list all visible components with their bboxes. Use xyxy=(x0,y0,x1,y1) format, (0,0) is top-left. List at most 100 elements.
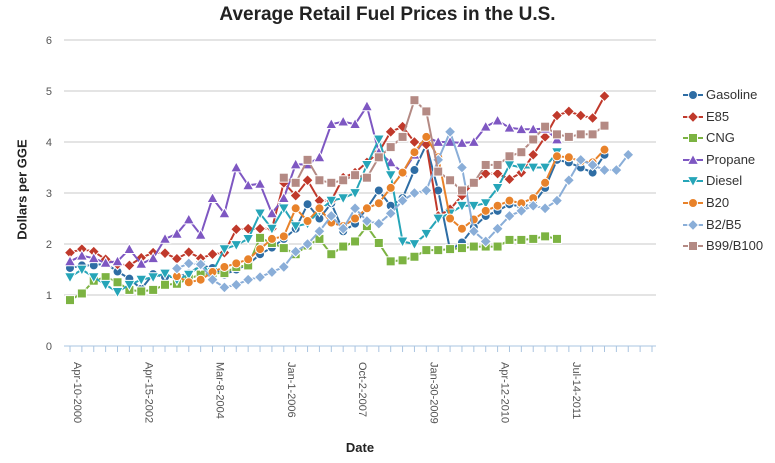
data-point xyxy=(277,260,291,274)
data-point xyxy=(123,259,136,272)
data-point xyxy=(350,236,361,247)
data-point xyxy=(563,131,574,142)
data-point xyxy=(686,110,700,123)
data-point xyxy=(372,217,386,230)
data-point xyxy=(562,105,576,118)
data-point xyxy=(409,251,420,262)
data-point xyxy=(134,257,148,269)
data-point xyxy=(123,242,136,254)
legend-swatch xyxy=(683,110,703,123)
data-point xyxy=(278,172,289,183)
data-point xyxy=(409,147,420,158)
data-point xyxy=(540,231,551,242)
data-point xyxy=(241,234,255,246)
data-point xyxy=(338,241,349,252)
data-point xyxy=(688,197,698,208)
data-point xyxy=(360,99,374,112)
legend-swatch xyxy=(683,176,703,188)
data-point xyxy=(112,277,123,288)
data-point xyxy=(599,120,610,131)
data-point xyxy=(170,227,184,239)
data-point xyxy=(231,258,242,269)
data-point xyxy=(563,152,574,163)
data-point xyxy=(586,111,599,125)
data-point xyxy=(491,114,504,126)
data-point xyxy=(514,162,528,175)
y-tick-label: 5 xyxy=(46,86,52,98)
data-point xyxy=(455,161,469,174)
legend-swatch xyxy=(683,90,703,100)
data-point xyxy=(550,194,564,207)
data-point xyxy=(87,272,101,284)
data-point xyxy=(467,135,481,147)
data-point xyxy=(219,261,230,272)
data-point xyxy=(599,144,610,155)
legend-swatch xyxy=(683,197,703,208)
data-point xyxy=(146,251,160,264)
data-point xyxy=(182,212,196,225)
data-point xyxy=(455,200,469,213)
data-point xyxy=(598,163,611,177)
data-point xyxy=(491,167,504,180)
data-point xyxy=(445,213,456,224)
data-point xyxy=(373,185,384,196)
data-point xyxy=(336,115,350,127)
data-point xyxy=(87,251,101,264)
data-point xyxy=(324,117,338,130)
data-point xyxy=(373,198,384,209)
data-point xyxy=(686,153,700,165)
data-point xyxy=(514,122,528,135)
series-b20 xyxy=(171,131,610,288)
x-tick-label: Apr-12-2010 xyxy=(499,362,511,423)
data-point xyxy=(480,205,491,216)
data-point xyxy=(528,233,539,244)
data-point xyxy=(75,264,89,277)
series-b99-b100 xyxy=(278,95,610,196)
data-point xyxy=(550,109,564,122)
chart-title: Average Retail Fuel Prices in the U.S. xyxy=(219,4,556,25)
data-point xyxy=(688,90,698,100)
data-point xyxy=(361,172,372,183)
data-point xyxy=(598,89,611,103)
data-point xyxy=(538,202,552,215)
data-point xyxy=(265,206,279,219)
data-point xyxy=(148,284,159,295)
data-point xyxy=(479,198,493,210)
data-point xyxy=(538,162,552,175)
data-point xyxy=(527,199,540,212)
data-point xyxy=(170,262,184,275)
data-point xyxy=(408,239,421,251)
data-point xyxy=(253,222,267,235)
legend-swatch xyxy=(683,241,703,252)
legend-label: B2/B5 xyxy=(706,216,742,232)
data-point xyxy=(686,176,700,188)
data-point xyxy=(408,186,421,200)
data-point xyxy=(182,257,195,270)
x-tick-label: Jan-30-2009 xyxy=(427,362,439,424)
y-tick-label: 1 xyxy=(46,290,52,302)
data-point xyxy=(396,236,409,248)
data-point xyxy=(397,255,408,266)
data-point xyxy=(326,249,337,260)
data-point xyxy=(313,150,326,163)
data-point xyxy=(182,245,195,259)
data-point xyxy=(302,216,313,227)
data-point xyxy=(194,258,207,271)
data-point xyxy=(360,214,374,228)
legend-label: B20 xyxy=(706,194,730,210)
data-point xyxy=(301,174,314,187)
data-point xyxy=(688,241,698,252)
data-point xyxy=(479,120,493,132)
data-point xyxy=(136,286,147,297)
data-point xyxy=(111,254,124,267)
data-point xyxy=(373,237,384,248)
legend-swatch xyxy=(683,218,703,231)
y-tick-label: 0 xyxy=(46,341,52,353)
data-point xyxy=(421,106,432,117)
legend-label: Diesel xyxy=(706,173,743,189)
data-point xyxy=(456,223,467,234)
data-point xyxy=(158,246,172,260)
data-point xyxy=(396,194,409,207)
data-point xyxy=(277,191,291,203)
